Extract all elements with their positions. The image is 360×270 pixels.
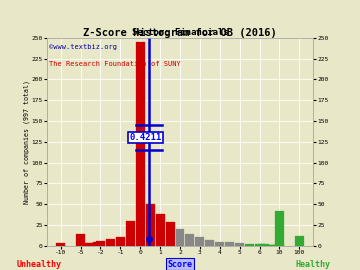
Bar: [245, 244, 254, 246]
Text: ©www.textbiz.org: ©www.textbiz.org: [49, 44, 117, 50]
Bar: [96, 241, 105, 246]
Title: Z-Score Histogram for OB (2016): Z-Score Histogram for OB (2016): [83, 28, 277, 38]
Bar: [255, 244, 264, 246]
Bar: [93, 242, 102, 246]
Bar: [126, 221, 135, 246]
Bar: [225, 242, 234, 246]
Bar: [267, 245, 276, 246]
Bar: [89, 243, 98, 246]
Bar: [116, 237, 125, 246]
Bar: [166, 222, 175, 246]
Text: The Research Foundation of SUNY: The Research Foundation of SUNY: [49, 61, 181, 67]
Bar: [195, 237, 204, 246]
Bar: [215, 242, 224, 246]
Text: Unhealthy: Unhealthy: [17, 260, 62, 269]
Bar: [176, 229, 184, 246]
Bar: [275, 211, 284, 246]
Bar: [83, 244, 92, 246]
Bar: [106, 239, 115, 246]
Y-axis label: Number of companies (997 total): Number of companies (997 total): [23, 80, 30, 204]
Bar: [295, 236, 304, 246]
Bar: [262, 245, 271, 246]
Bar: [80, 243, 89, 246]
Bar: [273, 245, 282, 246]
Bar: [205, 240, 214, 246]
Bar: [56, 243, 65, 246]
Bar: [270, 245, 279, 246]
Bar: [265, 245, 274, 246]
Bar: [146, 204, 155, 246]
Text: Score: Score: [167, 260, 193, 269]
Bar: [275, 243, 284, 246]
Text: Sector: Financials: Sector: Financials: [132, 28, 228, 37]
Text: Healthy: Healthy: [296, 260, 331, 269]
Bar: [185, 234, 194, 246]
Bar: [76, 234, 85, 246]
Bar: [257, 244, 266, 246]
Bar: [156, 214, 165, 246]
Bar: [136, 42, 145, 246]
Text: 0.4211: 0.4211: [130, 133, 162, 142]
Bar: [260, 244, 269, 246]
Bar: [86, 243, 95, 246]
Bar: [235, 243, 244, 246]
